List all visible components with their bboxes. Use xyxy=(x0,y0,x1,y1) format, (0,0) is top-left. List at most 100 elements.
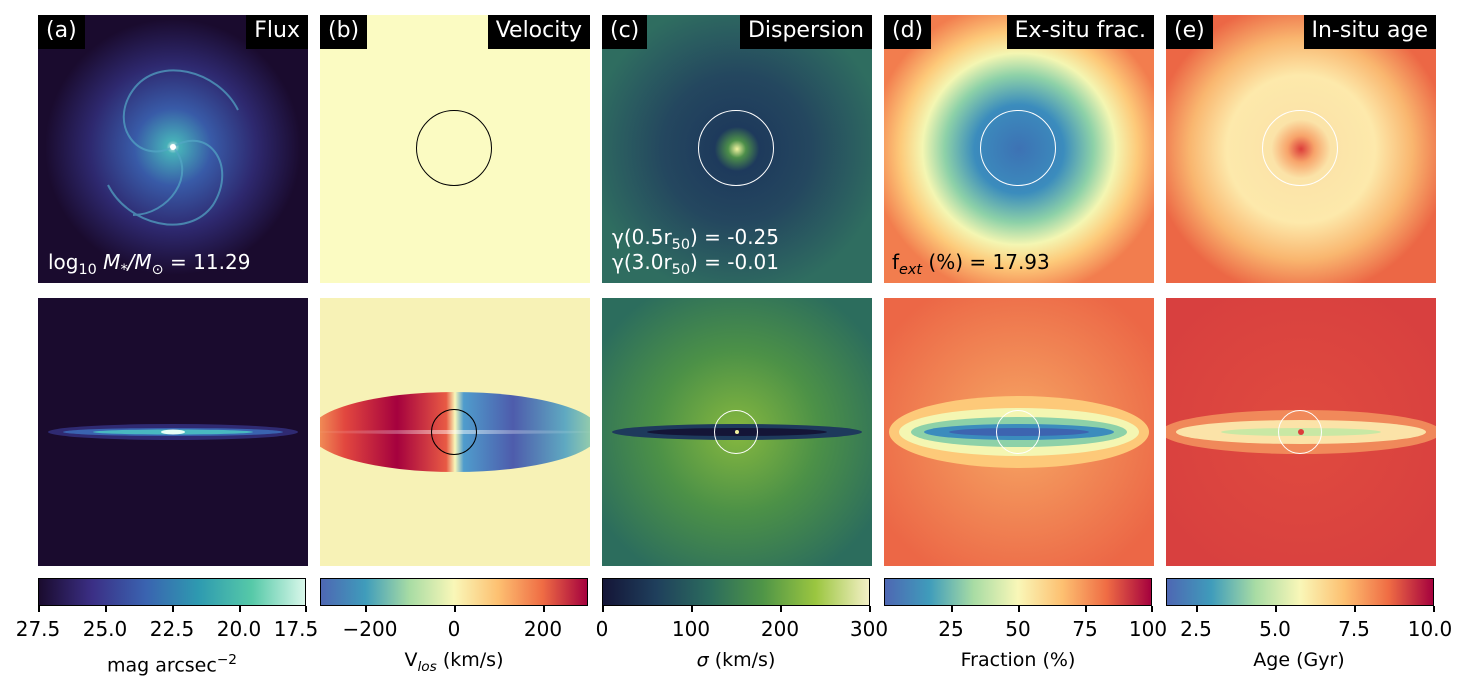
tick-mark xyxy=(38,606,40,612)
label-text: V xyxy=(404,649,418,671)
panel-a-flux-edgeon xyxy=(38,298,308,566)
tick-mark xyxy=(691,606,693,612)
tick-label: 5.0 xyxy=(1259,617,1291,641)
mass-sub: * xyxy=(120,262,128,278)
colorbar-label: Vlos (km/s) xyxy=(405,648,504,679)
tick-label: 100 xyxy=(671,617,711,641)
tick-label: 7.5 xyxy=(1338,617,1370,641)
panel-title: Flux xyxy=(246,15,308,49)
panel-tag: (e) xyxy=(1166,15,1213,49)
tick-label: 2.5 xyxy=(1180,617,1212,641)
tick-mark xyxy=(365,606,367,612)
gamma-inner-label: γ(0.5r50) = -0.25 xyxy=(612,225,779,257)
flux-edgeon-map xyxy=(38,298,308,566)
tick-mark xyxy=(305,606,307,612)
half-mass-radius-circle xyxy=(698,110,774,186)
tick-label: 200 xyxy=(523,617,563,641)
panel-tag: (a) xyxy=(38,15,85,49)
tick-mark xyxy=(1275,606,1277,612)
tick-label: 25.0 xyxy=(82,617,128,641)
half-mass-radius-circle xyxy=(431,409,477,455)
panel-a-flux-faceon: (a) Flux log10 M*/M⊙ = 11.29 xyxy=(38,15,308,283)
tick-mark xyxy=(1151,606,1153,612)
flux-faceon-map xyxy=(38,15,308,283)
panel-tag: (b) xyxy=(320,15,368,49)
colorbar-fraction xyxy=(884,578,1152,606)
panel-title: Velocity xyxy=(487,15,590,49)
tick-label: 50 xyxy=(1005,617,1031,641)
tick-mark xyxy=(1018,606,1020,612)
tick-label: 20.0 xyxy=(216,617,262,641)
label-sub: los xyxy=(417,658,437,675)
colorbar-label: σ (km/s) xyxy=(697,648,776,672)
panel-b-velocity-edgeon xyxy=(320,298,590,566)
tick-mark xyxy=(543,606,545,612)
gamma-inner-value: ) = -0.25 xyxy=(689,225,780,249)
tick-label: 100 xyxy=(1128,617,1168,641)
panel-c-dispersion-faceon: (c) Dispersion γ(0.5r50) = -0.25 γ(3.0r5… xyxy=(602,15,872,283)
tick-mark xyxy=(1196,606,1198,612)
log-base: 10 xyxy=(78,262,97,278)
exsitu-fraction-label: fext (%) = 17.93 xyxy=(892,250,1050,282)
gamma-inner-sub: 50 xyxy=(671,237,690,253)
tick-mark xyxy=(1085,606,1087,612)
tick-label: 27.5 xyxy=(15,617,61,641)
tick-label: 75 xyxy=(1072,617,1098,641)
label-text: mag arcsec xyxy=(107,654,217,677)
log-text: log xyxy=(48,250,79,274)
panel-d-exsitu-edgeon xyxy=(884,298,1154,566)
tick-label: 0 xyxy=(595,617,609,641)
stellar-mass-value: = 11.29 xyxy=(163,250,251,274)
panel-title: Ex-situ frac. xyxy=(1006,15,1154,49)
label-symbol: σ xyxy=(696,649,709,671)
panel-e-insitu-age-faceon: (e) In-situ age xyxy=(1166,15,1436,283)
fext-symbol: f xyxy=(892,250,900,274)
fext-value: (%) = 17.93 xyxy=(922,250,1050,274)
tick-label: 22.5 xyxy=(149,617,195,641)
colorbar-label: Age (Gyr) xyxy=(1253,649,1345,671)
half-mass-radius-circle xyxy=(714,410,758,454)
gamma-inner-prefix: γ(0.5r xyxy=(612,225,672,249)
panel-tag: (d) xyxy=(884,15,932,49)
colorbar-flux xyxy=(38,578,306,606)
tick-mark xyxy=(172,606,174,612)
fext-sub: ext xyxy=(899,262,923,278)
tick-mark xyxy=(869,606,871,612)
tick-label: 300 xyxy=(849,617,889,641)
label-exponent: −2 xyxy=(216,652,237,668)
panel-e-insitu-age-edgeon xyxy=(1166,298,1436,566)
tick-label: 10.0 xyxy=(1407,617,1453,641)
tick-label: 17.5 xyxy=(273,617,319,641)
gamma-outer-sub: 50 xyxy=(671,262,690,278)
colorbar-age xyxy=(1166,578,1434,606)
tick-mark xyxy=(1354,606,1356,612)
panel-d-exsitu-faceon: (d) Ex-situ frac. fext (%) = 17.93 xyxy=(884,15,1154,283)
gamma-outer-value: ) = -0.01 xyxy=(689,250,780,274)
colorbar-velocity xyxy=(320,578,588,606)
tick-mark xyxy=(1433,606,1435,612)
half-mass-radius-circle xyxy=(416,110,492,186)
tick-mark xyxy=(454,606,456,612)
gamma-outer-label: γ(3.0r50) = -0.01 xyxy=(612,250,779,282)
panel-title: Dispersion xyxy=(739,15,872,49)
tick-mark xyxy=(602,606,604,612)
gamma-outer-prefix: γ(3.0r xyxy=(612,250,672,274)
label-units: (km/s) xyxy=(436,649,504,671)
tick-mark xyxy=(951,606,953,612)
half-mass-radius-circle xyxy=(1262,110,1338,186)
tick-label: 200 xyxy=(760,617,800,641)
colorbar-label: mag arcsec−2 xyxy=(107,648,237,677)
colorbar-label: Fraction (%) xyxy=(960,649,1076,671)
half-mass-radius-circle xyxy=(996,410,1040,454)
tick-label: 25 xyxy=(938,617,964,641)
mass-symbol: M xyxy=(96,250,121,274)
half-mass-radius-circle xyxy=(1278,410,1322,454)
panel-title: In-situ age xyxy=(1303,15,1436,49)
stellar-mass-label: log10 M*/M⊙ = 11.29 xyxy=(48,250,250,282)
tick-mark xyxy=(780,606,782,612)
colorbar-dispersion xyxy=(602,578,870,606)
solar-mass-symbol: /M xyxy=(127,250,152,274)
tick-mark xyxy=(239,606,241,612)
panel-b-velocity-faceon: (b) Velocity xyxy=(320,15,590,283)
tick-mark xyxy=(105,606,107,612)
